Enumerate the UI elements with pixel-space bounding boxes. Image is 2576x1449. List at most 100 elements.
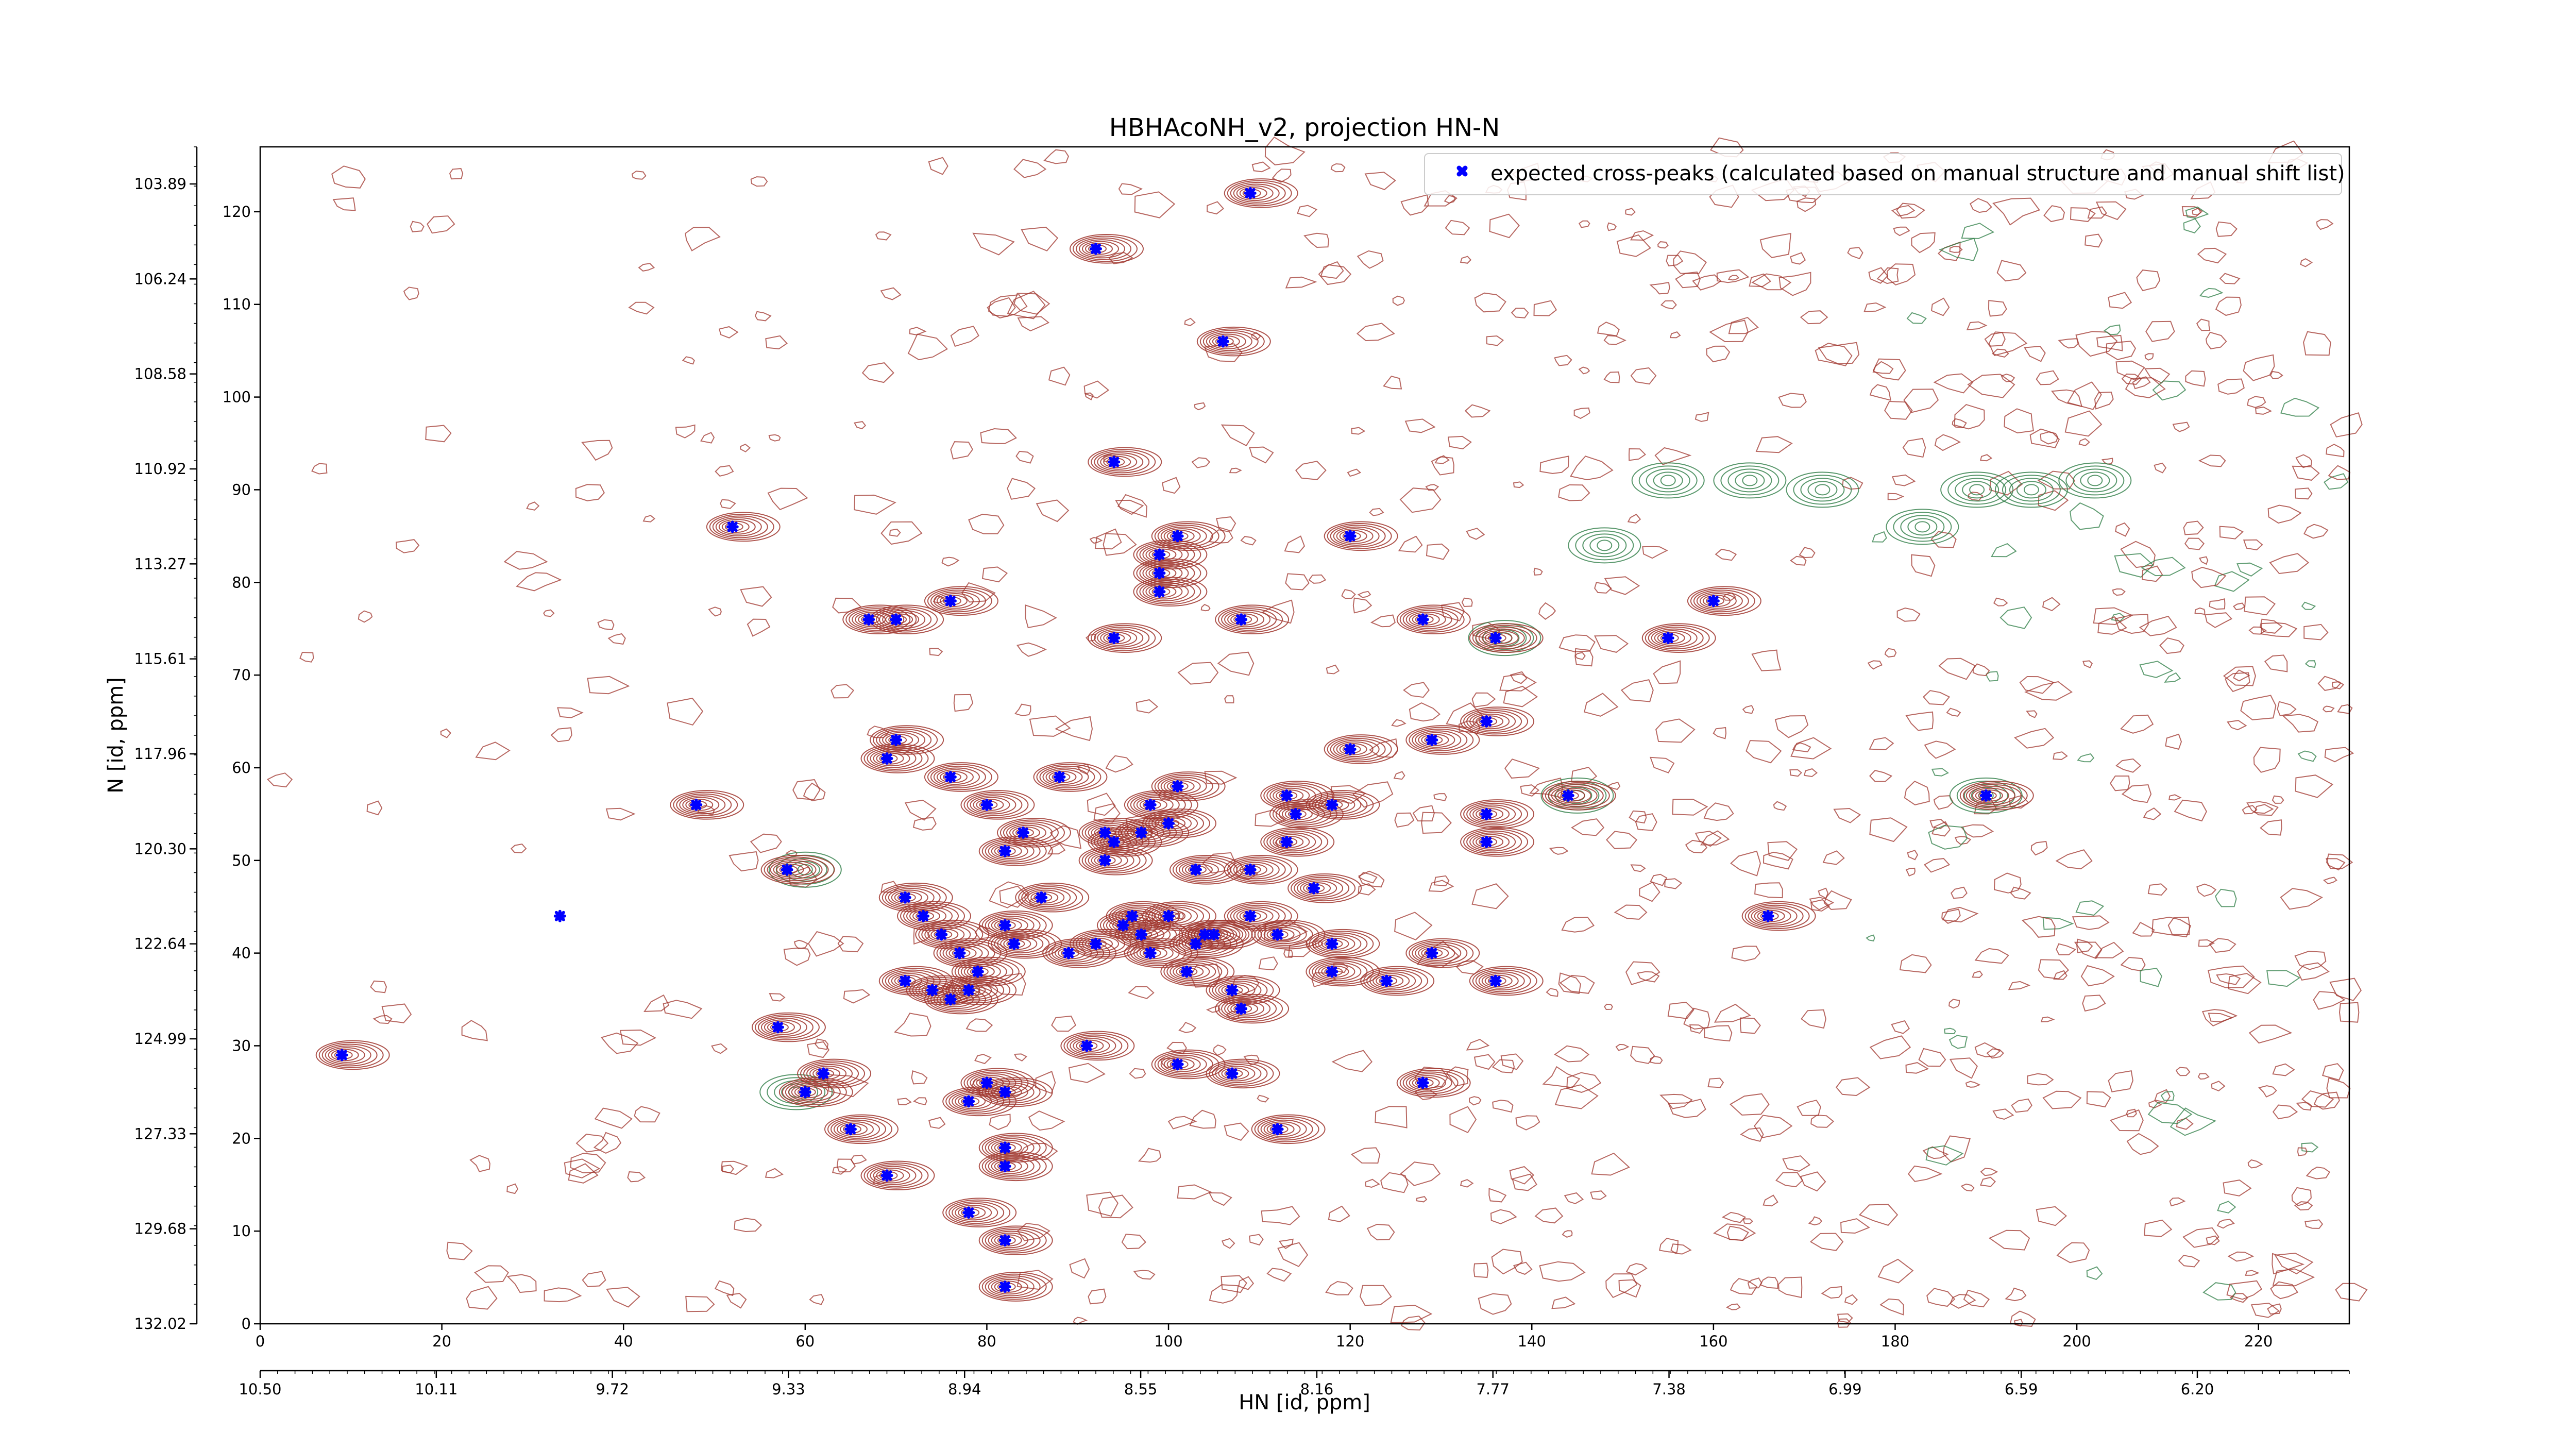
peak-contour xyxy=(978,1272,1053,1302)
noise-contour xyxy=(1534,1207,1564,1224)
noise-contour xyxy=(1639,881,1660,902)
cross-peak-marker xyxy=(1053,770,1066,783)
noise-contour xyxy=(1904,780,1930,805)
contour-layer xyxy=(266,136,2368,1331)
peak-contour xyxy=(1294,877,1350,900)
peak-contour xyxy=(1206,332,1252,351)
noise-contour xyxy=(2303,624,2329,641)
noise-contour xyxy=(2294,950,2327,970)
peak-contour xyxy=(1472,806,1510,822)
peak-contour xyxy=(1699,593,1737,609)
peak-contour xyxy=(1239,909,1267,922)
peak-contour xyxy=(878,882,953,913)
peak-contour xyxy=(891,973,928,989)
peak-contour xyxy=(1160,1054,1207,1074)
noise-contour xyxy=(1207,201,1225,215)
cross-peak-marker xyxy=(1344,743,1357,755)
noise-contour xyxy=(461,1020,488,1041)
noise-contour xyxy=(750,176,768,187)
negative-peak-contour xyxy=(1815,484,1831,496)
noise-contour xyxy=(370,980,387,993)
noise-contour xyxy=(1573,407,1590,419)
noise-contour xyxy=(2008,981,2031,990)
peak-contour xyxy=(1012,827,1040,839)
peak-contour xyxy=(1475,969,1531,992)
peak-contour xyxy=(1142,582,1189,601)
peak-contour xyxy=(878,966,953,996)
peak-contour xyxy=(1097,452,1144,472)
noise-contour xyxy=(1604,576,1640,595)
noise-contour xyxy=(1636,971,1660,983)
peak-contour xyxy=(1376,974,1404,987)
noise-contour xyxy=(1974,948,2009,964)
peak-contour xyxy=(942,1198,1017,1227)
noise-contour xyxy=(440,728,451,738)
peak-contour xyxy=(1478,628,1525,648)
noise-contour xyxy=(1510,671,1528,684)
y-tick-label: 0 xyxy=(242,1315,251,1333)
noise-contour xyxy=(2292,465,2320,481)
peak-contour xyxy=(1254,1116,1319,1142)
noise-contour xyxy=(1221,1238,1235,1249)
noise-contour xyxy=(2082,660,2093,669)
noise-contour xyxy=(988,294,1028,319)
negative-peak-contour xyxy=(1800,478,1845,502)
peak-contour xyxy=(1260,1119,1307,1139)
noise-contour xyxy=(2282,714,2319,733)
noise-contour xyxy=(1474,292,1506,313)
noise-contour xyxy=(1016,642,1047,657)
noise-contour xyxy=(2042,597,2061,612)
peak-contour xyxy=(1402,1071,1459,1094)
noise-contour xyxy=(1533,300,1557,316)
peak-contour xyxy=(812,1067,841,1080)
peak-contour xyxy=(981,1134,1047,1161)
noise-contour xyxy=(1840,1218,1870,1234)
peak-contour xyxy=(1475,627,1531,650)
peak-contour xyxy=(860,1160,935,1191)
noise-contour xyxy=(1446,1066,1469,1087)
peak-contour xyxy=(321,1043,378,1067)
noise-contour xyxy=(1968,492,1984,501)
noise-contour xyxy=(1649,281,1670,295)
noise-contour xyxy=(1558,634,1596,652)
peak-contour xyxy=(1657,632,1685,644)
noise-contour xyxy=(1093,803,1121,823)
noise-contour xyxy=(1950,1294,1976,1309)
noise-contour xyxy=(1751,273,1792,291)
chart-legend: expected cross-peaks (calculated based o… xyxy=(1424,153,2345,195)
peak-contour xyxy=(1166,780,1195,793)
peak-contour xyxy=(1133,577,1208,607)
peak-contour xyxy=(1687,586,1761,616)
noise-contour xyxy=(2027,1073,2054,1086)
peak-contour xyxy=(1260,925,1307,945)
noise-contour xyxy=(2209,938,2236,953)
noise-contour xyxy=(372,1015,393,1024)
noise-contour xyxy=(1778,272,1811,296)
noise-contour xyxy=(1357,591,1371,598)
peak-contour xyxy=(1215,980,1262,1000)
noise-contour xyxy=(1992,197,2040,226)
noise-contour xyxy=(425,425,452,443)
noise-contour xyxy=(1762,1194,1778,1207)
noise-contour xyxy=(1055,716,1093,742)
noise-contour xyxy=(1694,412,1709,422)
x-tick-label: 60 xyxy=(795,1333,815,1350)
noise-contour xyxy=(1492,1059,1515,1073)
noise-contour xyxy=(1725,1303,1741,1310)
noise-contour xyxy=(2103,324,2121,335)
noise-contour xyxy=(1672,799,1708,816)
peak-contour xyxy=(1070,1036,1116,1056)
peak-contour xyxy=(867,747,923,770)
noise-contour xyxy=(2030,840,2048,856)
peak-contour xyxy=(927,764,992,790)
noise-contour xyxy=(1887,263,1916,286)
peak-contour xyxy=(994,1141,1022,1154)
peak-contour xyxy=(1412,941,1468,965)
cross-peak-marker xyxy=(1662,632,1674,645)
noise-contour xyxy=(1333,963,1348,973)
noise-contour xyxy=(2154,462,2167,474)
cross-peak-marker xyxy=(1280,835,1293,848)
noise-contour xyxy=(1297,205,1318,217)
noise-contour xyxy=(2120,956,2146,972)
y-tick-label: 100 xyxy=(223,389,251,406)
